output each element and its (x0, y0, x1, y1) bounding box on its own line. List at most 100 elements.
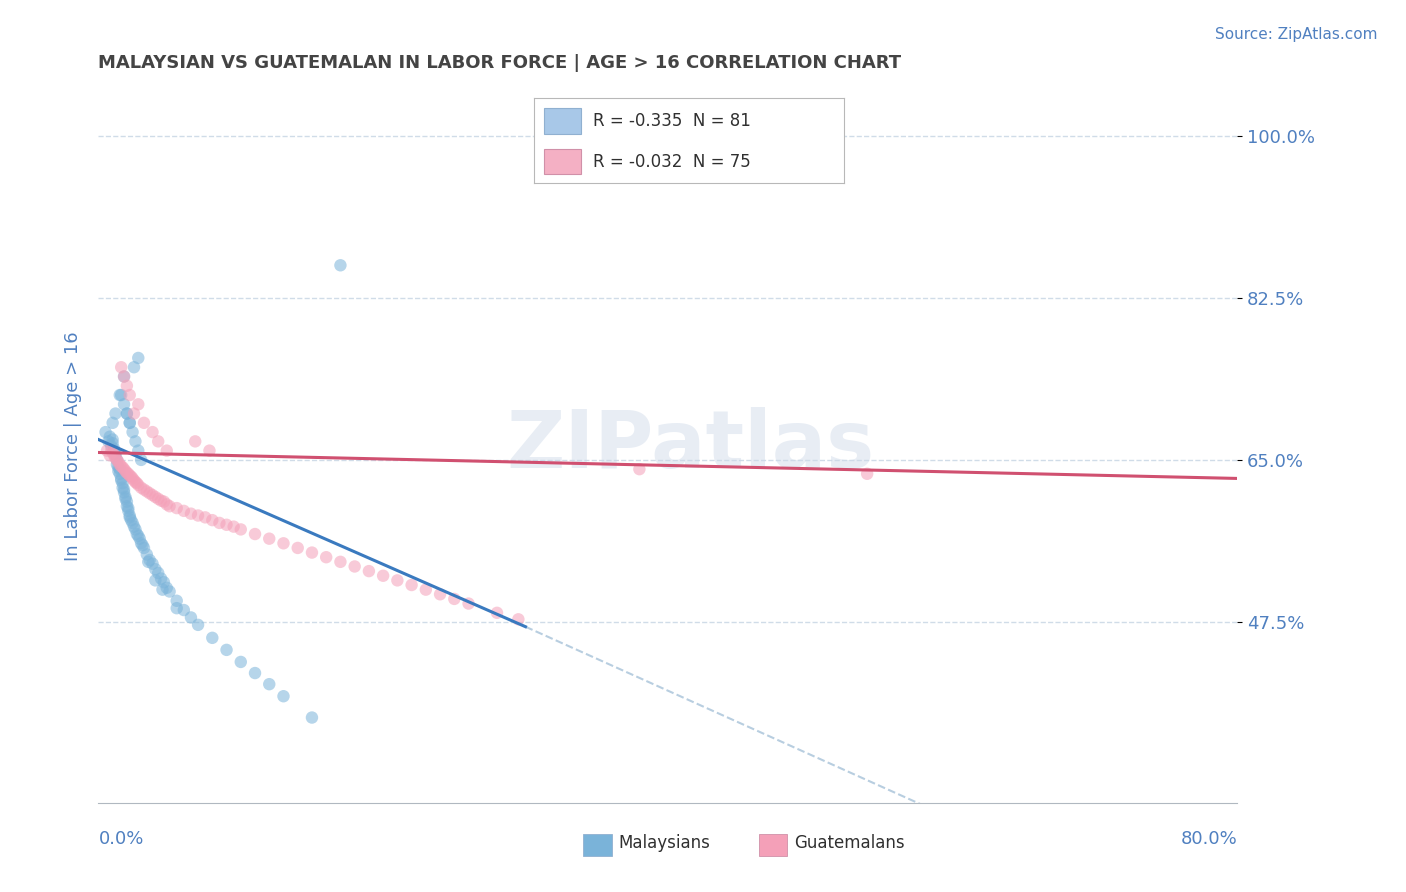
Point (373, 568, 395, 582)
Point (415, 582, 437, 597)
Point (114, 464, 136, 478)
Point (856, 467, 879, 481)
Point (112, 369, 135, 384)
Point (128, 532, 150, 546)
Point (94, 425, 117, 439)
Point (184, 434, 207, 449)
Point (215, 517, 238, 532)
Point (112, 485, 135, 500)
Point (100, 443, 122, 458)
Point (114, 490, 136, 504)
Point (127, 443, 149, 458)
Point (115, 378, 138, 392)
Point (121, 425, 143, 439)
Point (329, 555, 352, 569)
Point (187, 508, 209, 523)
Point (118, 416, 141, 430)
Point (124, 523, 146, 537)
Point (115, 466, 138, 480)
Point (229, 655, 252, 669)
Point (122, 360, 145, 375)
Point (112, 369, 135, 384)
Point (215, 643, 238, 657)
Point (124, 434, 146, 449)
Text: ZIPatlas: ZIPatlas (506, 407, 875, 485)
Point (108, 388, 131, 402)
Point (98, 430, 121, 444)
Point (111, 460, 134, 475)
Point (486, 606, 509, 620)
Point (105, 453, 128, 467)
Point (112, 397, 135, 411)
Point (117, 501, 139, 516)
Point (201, 631, 224, 645)
Point (111, 481, 134, 495)
Text: R = -0.335  N = 81: R = -0.335 N = 81 (593, 112, 751, 130)
Point (150, 493, 173, 508)
Point (122, 519, 145, 533)
Point (124, 475, 146, 490)
Point (118, 468, 141, 483)
Point (98, 448, 121, 462)
Point (429, 587, 451, 601)
Point (132, 416, 155, 430)
Point (120, 469, 142, 483)
Point (153, 575, 176, 590)
Point (104, 445, 127, 459)
Point (141, 557, 163, 571)
Point (104, 448, 127, 462)
Point (108, 462, 131, 476)
Point (301, 710, 323, 724)
Point (138, 553, 160, 567)
Point (329, 258, 352, 272)
Point (131, 538, 153, 552)
Point (107, 464, 129, 478)
Point (287, 541, 309, 555)
Text: Guatemalans: Guatemalans (794, 834, 905, 852)
Point (117, 467, 139, 481)
Point (110, 473, 132, 487)
Point (121, 516, 143, 530)
Point (145, 574, 167, 588)
Point (110, 471, 132, 485)
Text: MALAYSIAN VS GUATEMALAN IN LABOR FORCE | AGE > 16 CORRELATION CHART: MALAYSIAN VS GUATEMALAN IN LABOR FORCE |… (98, 54, 901, 71)
Y-axis label: In Labor Force | Age > 16: In Labor Force | Age > 16 (63, 331, 82, 561)
Point (508, 612, 530, 626)
Point (117, 504, 139, 518)
Point (100, 439, 122, 453)
Point (628, 462, 651, 476)
Point (243, 666, 266, 681)
Point (107, 455, 129, 469)
Point (343, 559, 366, 574)
Point (145, 490, 167, 504)
Point (138, 486, 160, 500)
Point (111, 476, 134, 491)
Point (141, 425, 163, 439)
Point (118, 416, 141, 430)
Point (118, 508, 141, 523)
Point (127, 478, 149, 492)
Text: R = -0.032  N = 75: R = -0.032 N = 75 (593, 153, 751, 170)
Point (222, 519, 245, 533)
Point (180, 610, 202, 624)
Point (145, 562, 167, 576)
Point (104, 407, 127, 421)
Point (122, 473, 145, 487)
Point (166, 501, 188, 516)
Point (135, 484, 157, 499)
Text: 80.0%: 80.0% (1181, 830, 1237, 847)
Point (173, 504, 195, 518)
Point (136, 555, 159, 569)
Point (259, 677, 281, 691)
Point (229, 523, 252, 537)
Point (121, 471, 143, 485)
Point (173, 603, 195, 617)
Text: Malaysians: Malaysians (619, 834, 710, 852)
Point (357, 564, 380, 578)
Point (159, 500, 181, 514)
Bar (544, 149, 581, 175)
Text: Source: ZipAtlas.com: Source: ZipAtlas.com (1215, 27, 1378, 42)
Point (153, 494, 176, 508)
Point (125, 476, 148, 491)
Point (101, 445, 124, 459)
